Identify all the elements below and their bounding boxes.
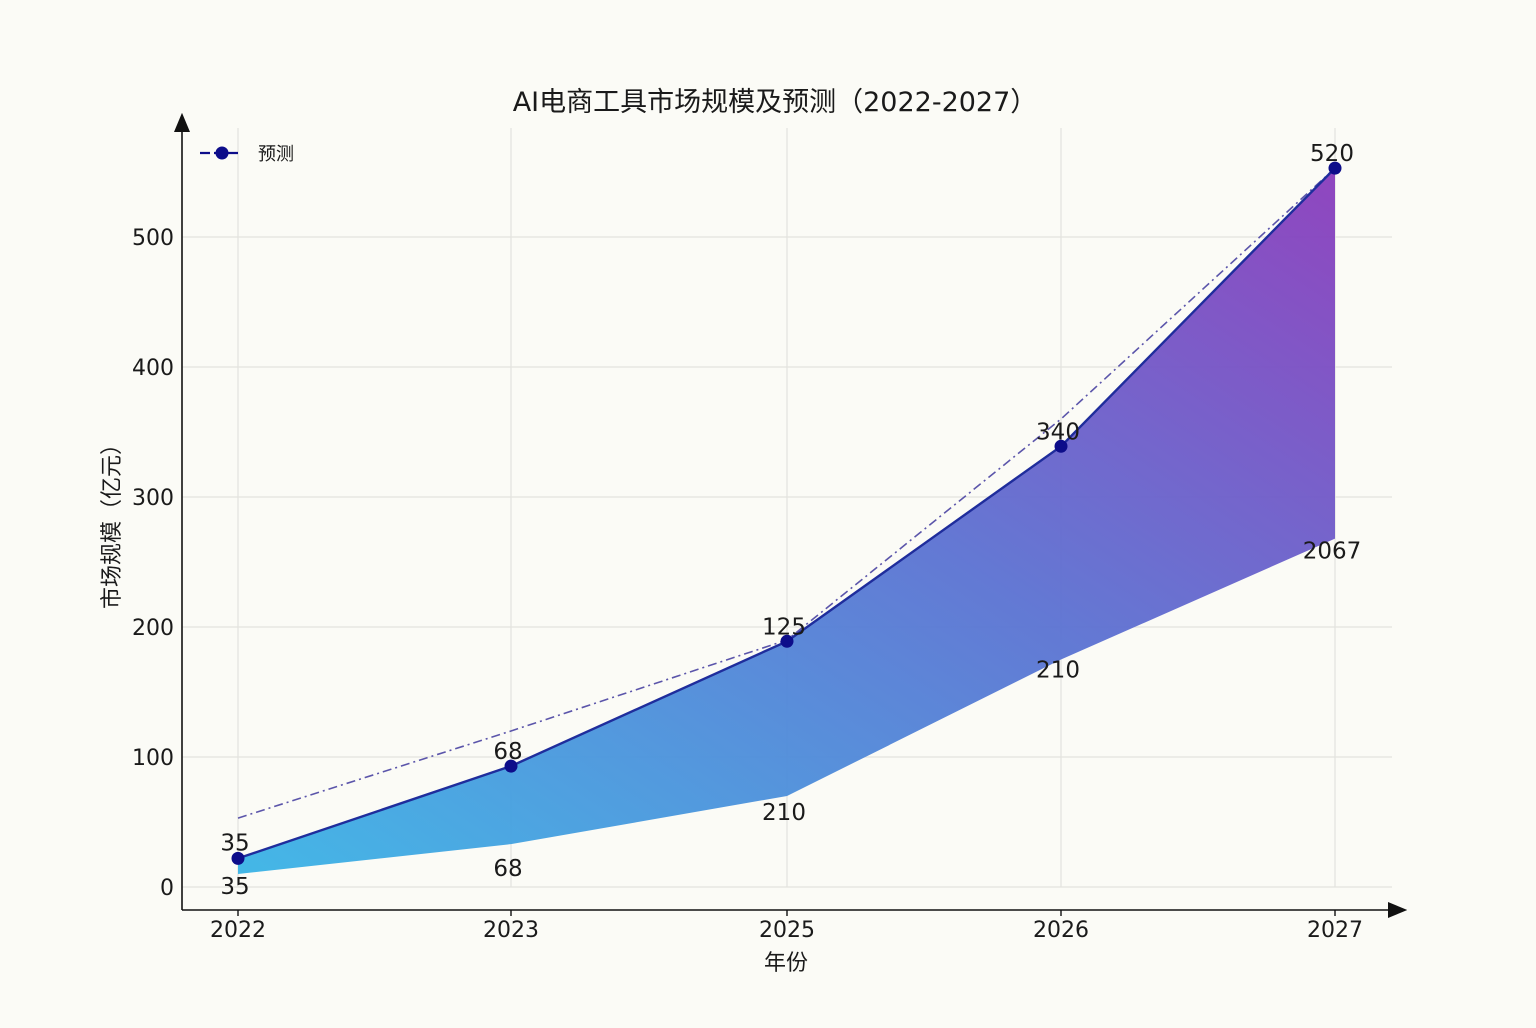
x-tick-label: 2022 (210, 918, 266, 943)
data-point (231, 851, 245, 865)
lower-data-label: 210 (762, 800, 806, 826)
area-band (238, 168, 1335, 875)
upper-data-label: 68 (493, 739, 522, 765)
y-tick-label: 400 (132, 356, 174, 381)
y-tick-label: 0 (160, 876, 174, 901)
x-tick-label: 2026 (1033, 918, 1089, 943)
area-fill (238, 168, 1335, 875)
y-tick-label: 200 (132, 616, 174, 641)
upper-data-label: 35 (220, 830, 249, 856)
data-point (780, 634, 794, 648)
lower-data-label: 68 (493, 856, 522, 882)
data-point (504, 759, 518, 773)
chart-title: AI电商工具市场规模及预测（2022-2027） (513, 87, 1038, 118)
x-tick-label: 2025 (759, 918, 815, 943)
x-axis-title: 年份 (764, 951, 808, 976)
y-tick-label: 300 (132, 486, 174, 511)
lower-data-label: 210 (1036, 658, 1080, 684)
lower-data-label: 35 (220, 874, 249, 900)
lower-data-label: 2067 (1303, 539, 1362, 565)
y-tick-label: 100 (132, 746, 174, 771)
x-tick-label: 2023 (483, 918, 539, 943)
series-lines (231, 161, 1342, 865)
legend-marker (215, 146, 229, 160)
axes: 0 100 200 300 400 500 2022 2023 2025 2026 2027 (132, 112, 1408, 943)
data-labels: 35 68 125 340 520 35 68 210 210 2067 (220, 141, 1361, 900)
legend: 预测 (200, 144, 294, 165)
upper-data-label: 520 (1310, 141, 1354, 167)
y-axis-title: 市场规模（亿元） (100, 433, 125, 609)
data-point (1328, 161, 1342, 175)
x-tick-label: 2027 (1307, 918, 1363, 943)
y-tick-label: 500 (132, 226, 174, 251)
data-point (1054, 439, 1068, 453)
upper-data-label: 340 (1036, 419, 1080, 445)
legend-label: 预测 (258, 144, 294, 165)
upper-data-label: 125 (762, 614, 806, 640)
